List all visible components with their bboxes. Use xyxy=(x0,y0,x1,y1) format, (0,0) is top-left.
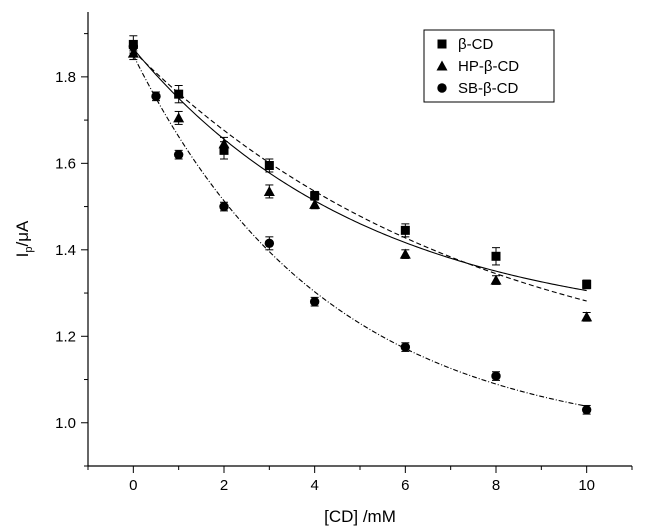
data-point-triangle xyxy=(127,47,139,58)
y-tick-label: 1.2 xyxy=(55,328,76,345)
fit-curve-triangle xyxy=(132,50,587,302)
data-point-circle xyxy=(151,91,161,102)
legend-marker-circle xyxy=(437,83,447,93)
y-tick-label: 1.0 xyxy=(55,415,76,432)
data-point-triangle xyxy=(309,198,321,209)
data-point-circle xyxy=(173,149,184,160)
data-point-square xyxy=(264,160,274,170)
data-point-square xyxy=(310,191,320,201)
data-point-circle xyxy=(128,41,139,52)
fit-curve-circle xyxy=(132,54,587,407)
data-point-square xyxy=(174,89,184,99)
data-point-circle xyxy=(491,371,501,381)
data-point-triangle xyxy=(399,248,411,259)
legend-marker-triangle xyxy=(436,60,448,71)
x-tick-label: 8 xyxy=(492,477,500,494)
data-point-circle xyxy=(581,405,592,415)
data-point-triangle xyxy=(218,138,230,149)
data-points xyxy=(127,35,593,415)
data-point-circle xyxy=(264,238,275,249)
data-point-square xyxy=(400,225,410,235)
data-point-circle xyxy=(400,342,411,352)
data-point-square xyxy=(582,279,592,289)
data-point-triangle xyxy=(581,311,593,322)
x-tick-label: 10 xyxy=(578,477,595,494)
y-axis-title: Ip/μA xyxy=(13,220,35,257)
fit-curve-square xyxy=(132,48,587,292)
legend-label: β-CD xyxy=(458,36,493,53)
x-tick-label: 2 xyxy=(220,477,228,494)
y-axis-title-subscript: p xyxy=(23,247,35,253)
y-axis-title-unit: /μA xyxy=(13,220,32,247)
data-point-triangle xyxy=(173,112,185,123)
y-tick-label: 1.8 xyxy=(55,69,76,86)
ticks: 0 2 4 6 8 10 1.0 1.2 1.4 1.6 1.8 xyxy=(55,33,633,494)
data-point-circle xyxy=(309,296,320,307)
y-tick-label: 1.6 xyxy=(55,155,76,172)
x-tick-label: 4 xyxy=(310,477,318,494)
y-tick-label: 1.4 xyxy=(55,242,76,259)
data-point-square xyxy=(491,251,501,261)
legend: β-CD HP-β-CD SB-β-CD xyxy=(423,29,555,103)
data-point-triangle xyxy=(490,274,502,285)
x-tick-label: 0 xyxy=(129,477,137,494)
x-tick-label: 6 xyxy=(401,477,409,494)
data-point-triangle xyxy=(263,185,275,196)
x-axis-title: [CD] /mM xyxy=(324,507,396,526)
legend-label: SB-β-CD xyxy=(458,80,518,97)
legend-label: HP-β-CD xyxy=(458,58,519,75)
data-point-circle xyxy=(219,201,229,212)
y-axis-title-main: I xyxy=(13,253,32,258)
fit-curves xyxy=(132,48,587,407)
legend-marker-square xyxy=(437,39,447,49)
